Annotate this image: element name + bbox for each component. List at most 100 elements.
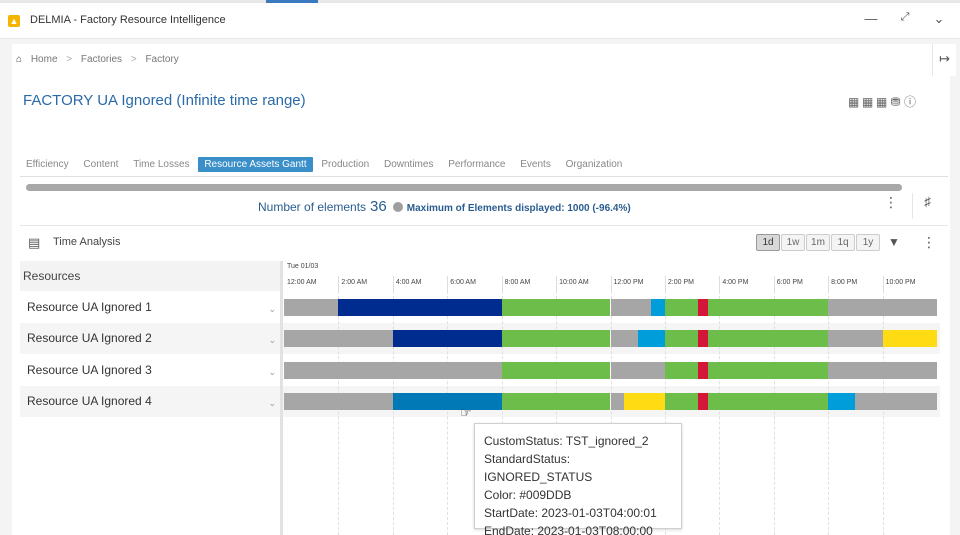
gantt-segment[interactable] xyxy=(828,362,937,379)
tick-line xyxy=(392,276,394,291)
zoom-1q-button[interactable]: 1q xyxy=(831,234,855,251)
more-options-icon[interactable]: ⋮ xyxy=(922,234,936,250)
gantt-segment[interactable] xyxy=(697,393,709,410)
gantt-segment[interactable] xyxy=(708,299,829,316)
tooltip-start-date: StartDate: 2023-01-03T04:00:01 xyxy=(484,506,657,520)
calendar-icon[interactable]: ▦ xyxy=(848,95,863,109)
gantt-bar-row[interactable] xyxy=(284,393,937,410)
filter-icon[interactable]: ▼ xyxy=(888,235,900,249)
gantt-segment[interactable] xyxy=(501,299,611,316)
gantt-segment[interactable] xyxy=(664,362,698,379)
tab-organization[interactable]: Organization xyxy=(565,159,623,170)
resource-row[interactable]: Resource UA Ignored 3 ⌄ xyxy=(20,355,280,386)
resize-handle[interactable] xyxy=(280,261,283,535)
gantt-segment[interactable] xyxy=(828,330,883,347)
zoom-1m-button[interactable]: 1m xyxy=(806,234,830,251)
tabs-divider xyxy=(20,176,948,177)
tab-production[interactable]: Production xyxy=(321,159,370,170)
gantt-segment[interactable] xyxy=(828,393,856,410)
tab-time-losses[interactable]: Time Losses xyxy=(133,159,190,170)
max-elements-label: Maximum of Elements displayed: 1000 (-96… xyxy=(406,203,631,214)
tab-performance[interactable]: Performance xyxy=(448,159,506,170)
app-title: DELMIA - Factory Resource Intelligence xyxy=(30,14,226,26)
gantt-segment[interactable] xyxy=(501,393,611,410)
gantt-segment[interactable] xyxy=(651,299,665,316)
zoom-1w-button[interactable]: 1w xyxy=(781,234,805,251)
gantt-segment[interactable] xyxy=(708,330,829,347)
tick-label: 6:00 PM xyxy=(776,279,803,286)
info-icon[interactable]: ⓘ xyxy=(904,95,920,109)
gantt-segment[interactable] xyxy=(708,362,829,379)
gantt-segment[interactable] xyxy=(664,299,698,316)
clear-filter-icon[interactable]: ♯ xyxy=(912,193,942,219)
gantt-bar-row[interactable] xyxy=(284,330,937,347)
calendar-compare-icon[interactable]: ▦ xyxy=(876,95,891,109)
tab-events[interactable]: Events xyxy=(520,159,551,170)
calendar-range-icon[interactable]: ▦ xyxy=(862,95,877,109)
elements-count: 36 xyxy=(370,198,387,215)
chevron-down-icon[interactable]: ⌄ xyxy=(268,304,276,314)
minimize-icon[interactable]: — xyxy=(864,11,878,26)
home-icon[interactable]: ⌂ xyxy=(16,54,23,65)
gantt-bar-row[interactable] xyxy=(284,362,937,379)
gantt-segment[interactable] xyxy=(284,299,339,316)
gantt-segment[interactable] xyxy=(284,330,393,347)
gantt-segment[interactable] xyxy=(624,393,665,410)
tab-downtimes[interactable]: Downtimes xyxy=(383,159,434,170)
gantt-segment[interactable] xyxy=(338,299,502,316)
horizontal-scrollbar[interactable] xyxy=(26,184,902,191)
gantt-segment[interactable] xyxy=(610,393,625,410)
tick-line xyxy=(501,276,503,291)
gantt-segment[interactable] xyxy=(284,393,393,410)
resource-row[interactable]: Resource UA Ignored 4 ⌄ xyxy=(20,386,280,417)
chevron-down-icon[interactable]: ⌄ xyxy=(933,11,945,26)
resource-row[interactable]: Resource UA Ignored 2 ⌄ xyxy=(20,323,280,354)
gantt-segment[interactable] xyxy=(882,330,937,347)
database-icon[interactable]: ⛃ xyxy=(890,95,904,109)
gantt-segment[interactable] xyxy=(637,330,665,347)
gantt-segment[interactable] xyxy=(501,362,611,379)
gantt-segment[interactable] xyxy=(610,299,652,316)
gantt-segment[interactable] xyxy=(284,362,502,379)
gantt-segment[interactable] xyxy=(664,330,698,347)
gantt-bar-row[interactable] xyxy=(284,299,937,316)
tick-label: 12:00 AM xyxy=(287,279,317,286)
gantt-segment[interactable] xyxy=(828,299,937,316)
resource-name: Resource UA Ignored 2 xyxy=(27,331,152,345)
chevron-down-icon[interactable]: ⌄ xyxy=(268,335,276,345)
gantt-segment[interactable] xyxy=(664,393,698,410)
chevron-down-icon[interactable]: ⌄ xyxy=(268,367,276,377)
hand-cursor-icon: ☞ xyxy=(460,405,472,420)
breadcrumb-factories[interactable]: Factories xyxy=(80,54,123,65)
gantt-segment[interactable] xyxy=(501,330,611,347)
breadcrumb: ⌂ Home > Factories > Factory xyxy=(16,54,185,65)
gantt-segment[interactable] xyxy=(392,393,502,410)
gantt-segment[interactable] xyxy=(855,393,937,410)
tab-efficiency[interactable]: Efficiency xyxy=(26,159,69,170)
grid-line xyxy=(664,291,666,535)
tab-content[interactable]: Content xyxy=(83,159,119,170)
gantt-segment[interactable] xyxy=(697,299,709,316)
gantt-segment[interactable] xyxy=(610,362,665,379)
zoom-1y-button[interactable]: 1y xyxy=(856,234,880,251)
fullscreen-icon[interactable]: ⤢ xyxy=(900,11,910,23)
elements-summary: Number of elements 36 Maximum of Elements … xyxy=(258,198,631,215)
breadcrumb-home[interactable]: Home xyxy=(30,54,58,65)
gantt-segment[interactable] xyxy=(610,330,638,347)
more-options-icon[interactable]: ⋮ xyxy=(884,194,898,210)
exit-icon[interactable]: ↦ xyxy=(932,44,956,76)
breadcrumb-factory[interactable]: Factory xyxy=(145,54,179,65)
tick-label: 8:00 AM xyxy=(504,279,531,286)
top-progress-line xyxy=(0,0,960,3)
resource-row[interactable]: Resource UA Ignored 1 ⌄ xyxy=(20,292,280,323)
resource-name: Resource UA Ignored 4 xyxy=(27,394,152,408)
scrollbar-thumb[interactable] xyxy=(26,184,902,191)
gantt-segment[interactable] xyxy=(697,362,709,379)
tab-resource-assets-gantt[interactable]: Resource Assets Gantt xyxy=(198,157,313,172)
grid-line xyxy=(828,291,830,535)
gantt-segment[interactable] xyxy=(708,393,829,410)
zoom-1d-button[interactable]: 1d xyxy=(756,234,780,251)
gantt-segment[interactable] xyxy=(392,330,502,347)
gantt-segment[interactable] xyxy=(697,330,709,347)
chevron-down-icon[interactable]: ⌄ xyxy=(268,398,276,408)
